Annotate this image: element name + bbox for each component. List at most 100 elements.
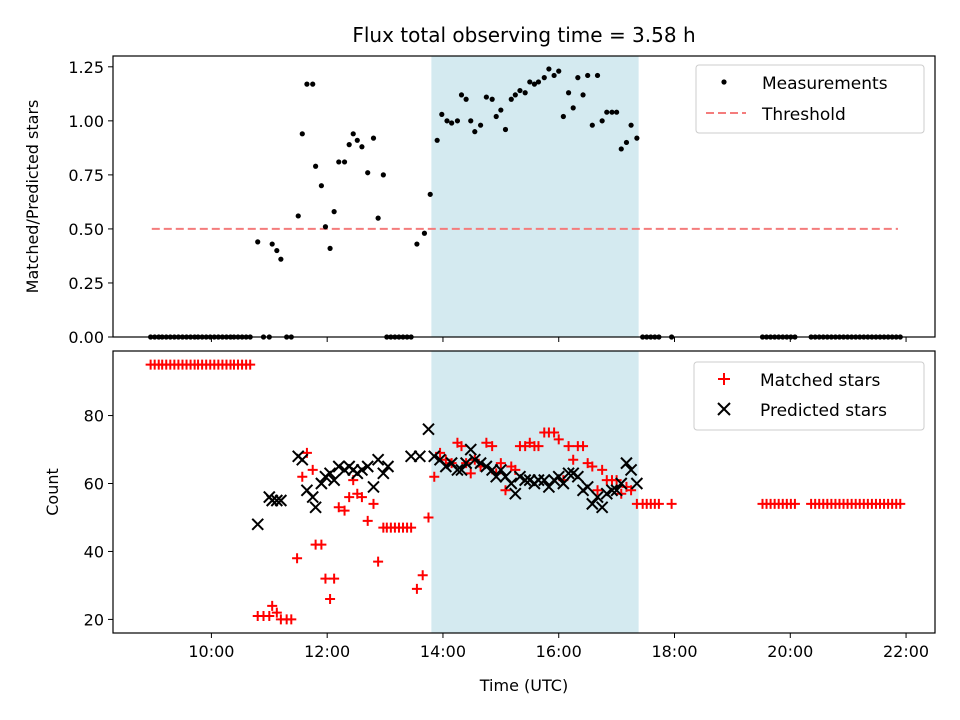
matched-star-point	[267, 600, 278, 611]
measurement-point	[483, 94, 489, 100]
predicted-star-point	[455, 463, 468, 477]
predicted-star-point	[605, 484, 619, 497]
predicted-star-point	[468, 453, 482, 466]
predicted-star-point	[595, 501, 609, 514]
predicted-star-point	[615, 477, 628, 490]
predicted-star-point	[480, 460, 493, 473]
measurement-point	[327, 245, 333, 251]
matched-star-point	[316, 539, 327, 550]
matched-star-point	[325, 594, 336, 605]
predicted-star-point	[624, 463, 638, 477]
measurement-point	[614, 109, 620, 115]
matched-star-point	[495, 458, 506, 469]
predicted-star-point	[591, 490, 604, 504]
matched-star-point	[333, 502, 344, 513]
matched-star-point	[563, 441, 574, 452]
legend-matched-marker	[718, 373, 730, 385]
bottom-legend-box	[693, 361, 925, 431]
bottom-y-tick-label: 60	[84, 475, 104, 494]
x-axis-label: Time (UTC)	[479, 676, 568, 695]
measurement-point	[522, 90, 528, 96]
top-y-tick-label: 0.50	[68, 220, 104, 239]
measurement-point	[269, 241, 275, 247]
measurement-point	[322, 224, 329, 230]
measurement-point	[623, 139, 630, 146]
measurement-point	[594, 72, 601, 79]
matched-star-point	[578, 441, 589, 452]
bottom-x-ticks: 10:00 12:00 14:00 16:00 18:00 20:00 22:00	[188, 633, 929, 661]
measurement-point	[304, 81, 310, 87]
predicted-star-point	[474, 456, 487, 470]
measurement-point	[458, 92, 465, 98]
top-y-tick-label: 0.25	[68, 274, 104, 293]
matched-star-point	[307, 464, 318, 475]
bottom-y-tick-label: 80	[84, 407, 104, 426]
predicted-star-point	[509, 487, 522, 500]
measurement-point	[375, 215, 381, 221]
top-legend: Measurements Threshold	[695, 64, 925, 134]
measurement-point	[341, 159, 348, 165]
matched-star-point	[339, 505, 350, 516]
matched-star-point	[292, 553, 303, 564]
matched-star-point	[626, 485, 637, 496]
measurement-point	[634, 135, 640, 141]
top-y-tick-label: 1.25	[68, 58, 104, 77]
legend-measurements-marker	[721, 79, 727, 85]
predicted-star-point	[586, 497, 599, 511]
top-y-tick-label: 0.00	[68, 328, 104, 347]
predicted-star-point	[532, 473, 545, 487]
x-tick-label: 14:00	[420, 642, 466, 661]
measurement-point	[346, 142, 352, 148]
measurement-point	[255, 239, 261, 245]
measurement-point	[454, 118, 461, 124]
matched-star-point	[465, 468, 476, 479]
predicted-star-point	[562, 467, 575, 480]
matched-star-point	[597, 464, 608, 475]
matched-star-point	[373, 556, 384, 567]
predicted-star-point	[571, 470, 585, 483]
predicted-star-point	[557, 477, 570, 490]
measurement-point	[512, 92, 518, 98]
predicted-star-point	[428, 450, 441, 463]
measurement-point	[493, 113, 499, 120]
measurement-point	[434, 137, 440, 143]
measurement-point	[618, 146, 624, 152]
predicted-star-point	[251, 518, 264, 531]
measurement-point	[502, 126, 509, 133]
measurement-point	[359, 144, 365, 150]
predicted-star-point	[323, 467, 337, 480]
measurement-point	[444, 118, 450, 124]
measurement-point	[477, 122, 484, 128]
legend-predicted-marker	[717, 402, 731, 416]
measurement-point	[531, 81, 538, 87]
top-y-tick-label: 0.75	[68, 166, 104, 185]
matched-star-point	[553, 434, 564, 445]
predicted-star-point	[422, 422, 435, 436]
legend-threshold-label: Threshold	[761, 105, 846, 125]
matched-star-point	[666, 498, 677, 509]
measurement-point	[278, 256, 284, 262]
top-observing-window	[431, 56, 639, 337]
predicted-star-point	[459, 456, 473, 470]
measurement-point	[414, 241, 420, 247]
legend-predicted-label: Predicted stars	[760, 401, 887, 421]
matched-star-point	[406, 522, 417, 533]
matched-star-point	[456, 441, 467, 452]
bottom-y-axis-label: Count	[43, 468, 62, 516]
matched-star-point	[487, 441, 498, 452]
measurement-point	[421, 230, 428, 236]
matched-star-point	[271, 607, 282, 618]
predicted-star-point	[355, 463, 369, 477]
measurement-point	[274, 247, 280, 254]
measurement-point	[609, 109, 615, 115]
predicted-star-point	[361, 460, 374, 473]
predicted-star-point	[332, 460, 345, 473]
predicted-star-point	[367, 480, 380, 494]
matched-star-point	[423, 512, 434, 523]
measurement-point	[565, 90, 572, 96]
measurement-point	[427, 191, 433, 197]
measurement-point	[541, 75, 547, 81]
measurement-point	[489, 96, 495, 102]
top-y-axis-label: Matched/Predicted stars	[23, 100, 42, 294]
matched-star-point	[286, 614, 297, 625]
